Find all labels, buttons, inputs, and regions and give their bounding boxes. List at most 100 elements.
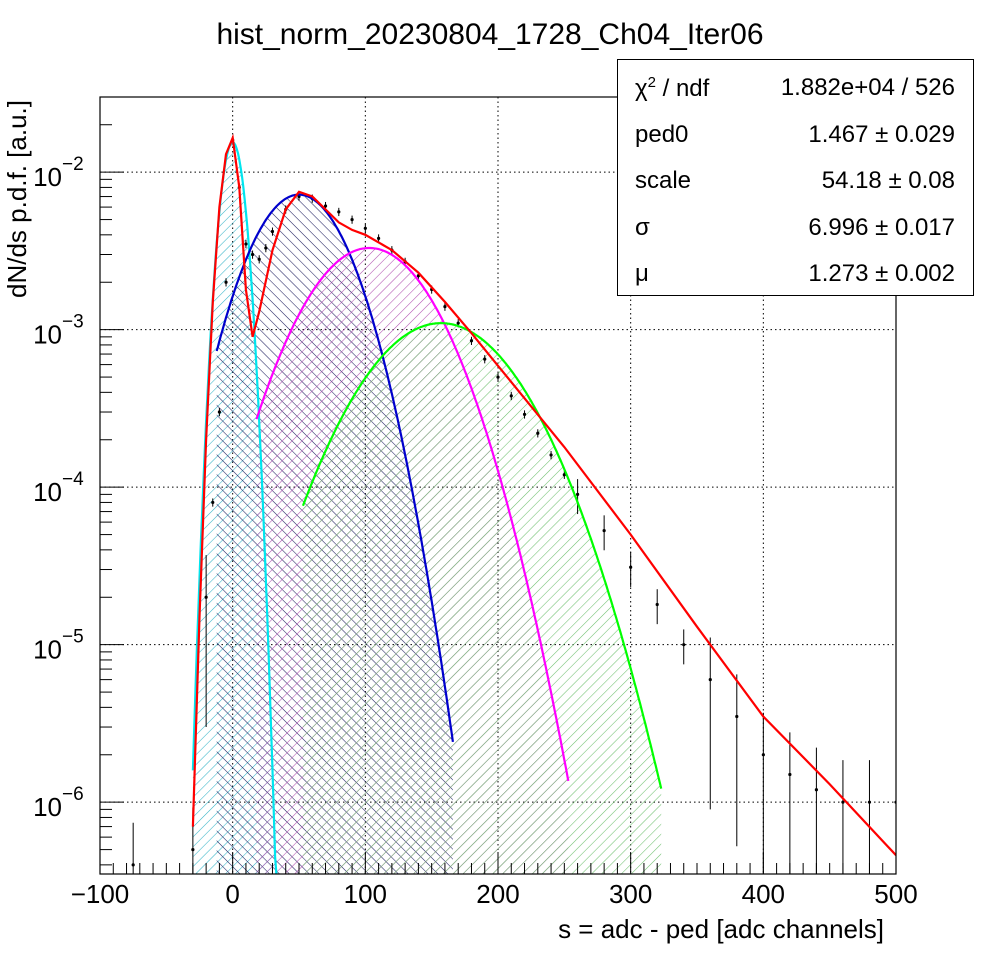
- data-marker: [363, 226, 367, 230]
- data-marker: [576, 492, 580, 496]
- data-marker: [337, 210, 341, 214]
- data-marker: [708, 678, 712, 682]
- stats-param-symbol: ped0: [635, 120, 689, 148]
- chart-title: hist_norm_20230804_1728_Ch04_Iter06: [216, 18, 763, 51]
- stats-param-value: 6.996 ± 0.017: [808, 213, 955, 241]
- data-point: [469, 336, 474, 346]
- data-marker: [814, 788, 819, 792]
- stats-row: scale 54.18 ± 0.08: [618, 159, 973, 205]
- data-marker: [522, 412, 527, 416]
- data-marker: [204, 595, 208, 599]
- data-point: [682, 629, 686, 665]
- data-point: [443, 302, 447, 311]
- data-marker: [257, 257, 261, 261]
- data-marker: [250, 252, 255, 257]
- component-1-curve: [215, 193, 454, 743]
- stats-param-name: σ: [635, 214, 650, 242]
- data-marker: [270, 229, 275, 234]
- data-marker: [131, 863, 135, 867]
- fit-stats-box: χ2 / ndf 1.882e+04 / 526 ped0 1.467 ± 0.029…: [617, 59, 974, 296]
- stats-row: χ2 / ndf 1.882e+04 / 526: [618, 66, 973, 112]
- stats-param-symbol: μ: [635, 260, 649, 287]
- data-point: [735, 674, 739, 847]
- data-point: [576, 479, 580, 515]
- data-marker: [841, 800, 845, 804]
- data-marker: [323, 204, 328, 208]
- data-point: [483, 355, 487, 364]
- data-point: [655, 589, 659, 625]
- data-point: [549, 451, 553, 460]
- data-point: [522, 410, 527, 419]
- data-point: [270, 227, 275, 236]
- data-point: [224, 278, 228, 287]
- x-tick-label: 100: [344, 879, 387, 909]
- data-marker: [629, 565, 633, 569]
- data-marker: [682, 643, 686, 647]
- component-3-curve: [301, 321, 663, 789]
- data-marker: [211, 500, 215, 505]
- data-point: [257, 255, 261, 264]
- y-tick-label: 10: [33, 635, 62, 665]
- data-marker: [867, 800, 872, 804]
- y-tick-exponent: −3: [62, 312, 84, 333]
- data-marker: [483, 357, 487, 361]
- data-point: [788, 732, 792, 874]
- stats-row: σ 6.996 ± 0.017: [618, 206, 973, 252]
- x-tick-label: 300: [609, 879, 652, 909]
- stats-param-symbol: χ: [635, 75, 648, 102]
- data-marker: [350, 217, 354, 222]
- data-point: [496, 373, 500, 382]
- data-point: [867, 760, 872, 874]
- x-tick-label: 500: [874, 879, 917, 909]
- x-tick-label: 0: [225, 879, 239, 909]
- data-point: [337, 207, 341, 217]
- data-point: [350, 215, 354, 224]
- data-marker: [469, 339, 474, 343]
- data-point: [204, 555, 208, 728]
- data-marker: [191, 848, 195, 852]
- stats-row: ped0 1.467 ± 0.029: [618, 113, 973, 159]
- stats-param-superscript: 2: [647, 74, 656, 91]
- y-tick-exponent: −6: [62, 784, 84, 805]
- data-marker: [536, 431, 540, 435]
- data-point: [629, 552, 633, 587]
- y-tick-label: 10: [33, 477, 62, 507]
- data-point: [841, 760, 845, 874]
- component-2-curve: [255, 246, 570, 782]
- stats-param-value: 54.18 ± 0.08: [821, 167, 955, 194]
- data-point: [131, 822, 135, 874]
- data-point: [509, 391, 513, 401]
- x-axis-label: s = adc - ped [adc channels]: [558, 914, 884, 944]
- fit-curves: [191, 133, 896, 874]
- data-marker: [549, 453, 553, 457]
- stats-param-value: 1.882e+04 / 526: [780, 74, 955, 101]
- data-point: [536, 429, 540, 438]
- data-point: [211, 498, 215, 507]
- data-marker: [264, 246, 268, 250]
- data-marker: [602, 528, 606, 533]
- y-tick-label: 10: [33, 162, 62, 192]
- data-marker: [217, 410, 221, 414]
- data-marker: [509, 394, 513, 398]
- data-point: [708, 637, 712, 810]
- stats-param-symbol: σ: [635, 213, 650, 241]
- y-tick-exponent: −4: [62, 469, 84, 490]
- data-point: [191, 807, 195, 874]
- stats-param-symbol: scale: [635, 167, 692, 194]
- y-tick-exponent: −2: [62, 154, 84, 175]
- y-tick-label: 10: [33, 320, 62, 350]
- stats-param-value: 1.467 ± 0.029: [808, 120, 955, 148]
- data-marker: [496, 375, 500, 379]
- x-tick-labels: −100 0 100 200 300 400 500: [71, 879, 918, 909]
- stats-param-name: μ: [635, 260, 649, 288]
- data-point: [244, 239, 248, 249]
- y-tick-labels: 10−210−310−410−510−6: [33, 154, 84, 822]
- stats-param-name: scale: [635, 167, 691, 195]
- data-point: [602, 515, 606, 551]
- data-point: [814, 747, 819, 874]
- stats-param-name: χ2 / ndf: [635, 74, 709, 103]
- data-marker: [377, 236, 381, 240]
- axis-ticks: [99, 96, 897, 874]
- component-3-fill: [303, 323, 662, 874]
- data-marker: [456, 321, 460, 325]
